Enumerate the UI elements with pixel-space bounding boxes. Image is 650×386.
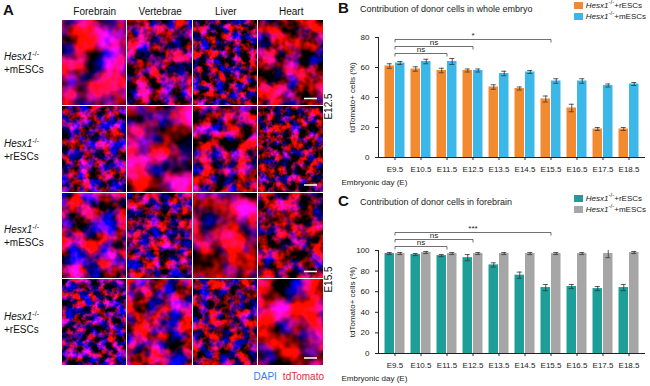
- svg-text:E11.5: E11.5: [437, 165, 458, 174]
- svg-text:+mESCs: +mESCs: [4, 64, 44, 75]
- svg-text:60: 60: [361, 287, 370, 296]
- svg-text:20: 20: [361, 328, 370, 337]
- svg-text:20: 20: [361, 123, 370, 132]
- svg-text:Hesx1-/-: Hesx1-/-: [4, 310, 40, 322]
- svg-text:E9.5: E9.5: [387, 165, 404, 174]
- svg-text:*: *: [471, 31, 474, 40]
- svg-text:E14.5: E14.5: [515, 361, 536, 370]
- svg-text:E16.5: E16.5: [567, 165, 588, 174]
- svg-text:0: 0: [365, 153, 370, 162]
- svg-text:Embryonic day (E): Embryonic day (E): [342, 374, 408, 383]
- html-text:Hesx1-/-+mESCs: Hesx1-/-+mESCs: [585, 203, 646, 214]
- html-text:Hesx1-/-+rESCs: Hesx1-/-+rESCs: [585, 192, 642, 203]
- svg-text:Forebrain: Forebrain: [73, 6, 116, 17]
- svg-text:E10.5: E10.5: [411, 361, 432, 370]
- svg-text:E9.5: E9.5: [387, 361, 404, 370]
- svg-text:Embryonic day (E): Embryonic day (E): [342, 178, 408, 187]
- svg-text:0: 0: [365, 349, 370, 358]
- svg-text:80: 80: [361, 33, 370, 42]
- svg-text:ns: ns: [416, 238, 426, 248]
- svg-text:E17.5: E17.5: [593, 361, 614, 370]
- svg-text:tdTomato+ cells (%): tdTomato+ cells (%): [348, 62, 357, 133]
- svg-text:+rESCs: +rESCs: [4, 324, 39, 335]
- svg-text:ns: ns: [429, 38, 439, 48]
- svg-text:E13.5: E13.5: [489, 165, 510, 174]
- svg-text:E12.5: E12.5: [463, 361, 484, 370]
- svg-text:Hesx1-/-: Hesx1-/-: [4, 137, 40, 149]
- svg-text:tdTomato+ cells (%): tdTomato+ cells (%): [348, 266, 357, 337]
- svg-text:80: 80: [361, 267, 370, 276]
- svg-text:Heart: Heart: [279, 6, 304, 17]
- svg-text:E12.5: E12.5: [323, 93, 334, 120]
- svg-text:E10.5: E10.5: [411, 165, 432, 174]
- svg-text:E18.5: E18.5: [619, 165, 640, 174]
- svg-text:E15.5: E15.5: [323, 266, 334, 293]
- svg-text:E15.5: E15.5: [541, 165, 562, 174]
- svg-text:40: 40: [361, 93, 370, 102]
- svg-text:E17.5: E17.5: [593, 165, 614, 174]
- svg-text:E15.5: E15.5: [541, 361, 562, 370]
- svg-text:100: 100: [356, 246, 370, 255]
- svg-text:Hesx1-/-: Hesx1-/-: [4, 50, 40, 62]
- svg-text:E13.5: E13.5: [489, 361, 510, 370]
- html-text:Hesx1-/-+rESCs: Hesx1-/-+rESCs: [585, 0, 642, 10]
- svg-text:E18.5: E18.5: [619, 361, 640, 370]
- svg-text:+rESCs: +rESCs: [4, 151, 39, 162]
- svg-text:ns: ns: [429, 231, 439, 241]
- svg-text:40: 40: [361, 308, 370, 317]
- html-text:Contribution of donor cells in: Contribution of donor cells in forebrain: [360, 197, 513, 207]
- svg-text:Liver: Liver: [215, 6, 237, 17]
- html-text:B: B: [338, 0, 349, 16]
- svg-text:Vertebrae: Vertebrae: [139, 6, 183, 17]
- svg-text:60: 60: [361, 63, 370, 72]
- svg-text:DAPItdTomato: DAPItdTomato: [254, 371, 325, 382]
- svg-text:+mESCs: +mESCs: [4, 237, 44, 248]
- svg-text:E14.5: E14.5: [515, 165, 536, 174]
- html-text:Hesx1-/-+mESCs: Hesx1-/-+mESCs: [585, 10, 646, 21]
- svg-text:A: A: [3, 1, 14, 18]
- html-text:C: C: [338, 192, 349, 209]
- svg-text:ns: ns: [416, 45, 426, 55]
- svg-text:Hesx1-/-: Hesx1-/-: [4, 223, 40, 235]
- html-text:Contribution of donor cells in: Contribution of donor cells in whole emb…: [360, 4, 533, 14]
- svg-text:***: ***: [468, 224, 477, 233]
- svg-text:E11.5: E11.5: [437, 361, 458, 370]
- svg-text:E12.5: E12.5: [463, 165, 484, 174]
- svg-text:E16.5: E16.5: [567, 361, 588, 370]
